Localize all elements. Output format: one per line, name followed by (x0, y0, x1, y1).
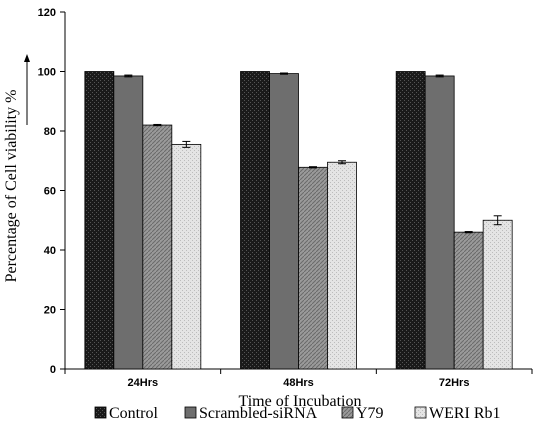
bar-y79-48hrs (298, 166, 328, 370)
legend-item: WERI Rb1 (414, 405, 501, 422)
y-tick-label: 20 (44, 305, 56, 317)
error-bar (182, 140, 191, 148)
y-axis: 0 20 40 60 80 100 120 (38, 7, 66, 376)
error-bar (338, 160, 346, 165)
bars-group (84, 71, 513, 370)
y-axis-arrow (24, 54, 30, 125)
error-bar (309, 166, 317, 169)
legend: Control Scrambled-siRNA Y79 WERI Rb1 (94, 405, 501, 422)
error-bar (153, 123, 162, 127)
bar-scrambled-sirna-72hrs (424, 75, 455, 370)
bar-weri-rb1-24hrs (171, 143, 202, 370)
bar-y79-24hrs (142, 124, 173, 370)
y-tick-label: 80 (44, 126, 56, 138)
legend-swatch (94, 406, 107, 419)
y-axis-title: Percentage of Cell viability % (3, 90, 20, 283)
legend-swatch (184, 406, 197, 419)
bar-scrambled-sirna-48hrs (269, 73, 299, 370)
error-bar (464, 231, 473, 234)
legend-swatch (341, 406, 354, 419)
x-axis-title: Time of Incubation (239, 393, 362, 410)
bar-control-48hrs (240, 71, 270, 370)
y-tick-label: 40 (44, 245, 56, 257)
legend-swatch (414, 406, 427, 419)
x-tick-label: 48Hrs (283, 377, 314, 389)
legend-label: WERI Rb1 (429, 405, 501, 422)
legend-label: Control (109, 405, 158, 422)
y-tick-label: 100 (38, 67, 56, 79)
legend-label: Y79 (356, 405, 384, 422)
y-tick-label: 120 (38, 7, 56, 19)
bar-y79-72hrs (453, 231, 484, 370)
y-tick-label: 0 (50, 364, 56, 376)
legend-item: Y79 (341, 405, 384, 422)
error-bar (493, 215, 502, 226)
error-bar (435, 74, 444, 78)
x-tick-label: 72Hrs (439, 377, 470, 389)
error-bar (124, 74, 133, 78)
bar-weri-rb1-48hrs (327, 161, 357, 370)
legend-label: Scrambled-siRNA (199, 405, 318, 422)
legend-item: Control (94, 405, 158, 422)
bar-scrambled-sirna-24hrs (113, 75, 144, 370)
bar-control-72hrs (395, 71, 426, 370)
x-axis: 24Hrs 48Hrs 72Hrs (64, 368, 533, 389)
bar-weri-rb1-72hrs (482, 219, 513, 370)
error-bars-group (124, 72, 502, 234)
error-bar (280, 72, 288, 75)
bar-control-24hrs (84, 71, 115, 370)
x-tick-label: 24Hrs (128, 377, 159, 389)
legend-item: Scrambled-siRNA (184, 405, 318, 422)
y-tick-label: 60 (44, 186, 56, 198)
